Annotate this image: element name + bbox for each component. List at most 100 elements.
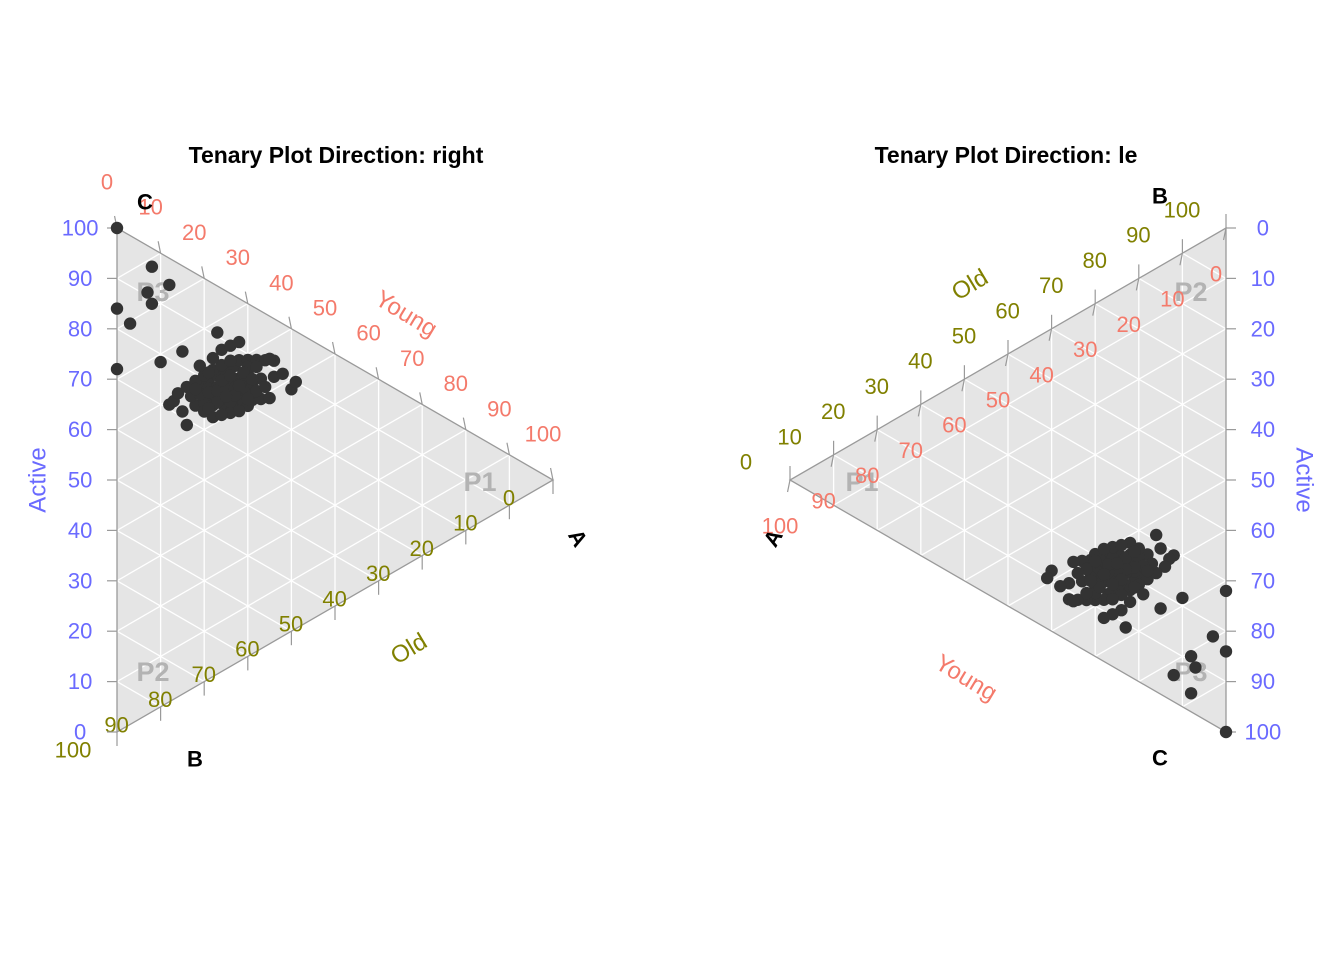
data-point xyxy=(1123,595,1137,609)
data-point xyxy=(171,387,185,400)
active-tick-label: 70 xyxy=(68,367,92,392)
chart-title: Tenary Plot Direction: right xyxy=(189,142,484,168)
grid-line xyxy=(116,681,161,708)
data-point xyxy=(123,317,137,330)
data-point xyxy=(1097,568,1111,581)
data-point xyxy=(250,360,263,374)
young-tick xyxy=(961,379,965,392)
young-tick-label: 0 xyxy=(1210,262,1222,287)
grid-line xyxy=(116,303,249,380)
old-tick-label: 90 xyxy=(1126,223,1150,248)
grid-line xyxy=(116,529,292,632)
data-point xyxy=(241,392,254,406)
young-tick-label: 70 xyxy=(400,346,424,371)
ternary-plot-2: Tenary Plot Direction: leP1P2P3010203040… xyxy=(740,142,1318,771)
young-tick xyxy=(157,241,162,254)
young-tick-label: 80 xyxy=(444,371,468,396)
young-tick xyxy=(1092,303,1096,316)
grid-line xyxy=(116,630,205,683)
vertex-label-b: B xyxy=(187,747,203,772)
young-tick-label: 40 xyxy=(1029,362,1053,387)
data-point xyxy=(1128,581,1141,594)
data-point xyxy=(1137,588,1150,601)
young-tick xyxy=(1179,253,1183,266)
data-point xyxy=(1189,661,1202,674)
data-point xyxy=(237,366,250,379)
active-tick-label: 40 xyxy=(1251,417,1275,442)
old-tick-label: 100 xyxy=(55,738,92,763)
old-tick-label: 0 xyxy=(740,450,752,475)
data-point xyxy=(1184,687,1198,700)
data-point xyxy=(263,391,276,405)
young-tick xyxy=(331,341,336,355)
active-tick-label: 50 xyxy=(68,468,92,493)
data-point xyxy=(141,286,154,299)
data-point xyxy=(110,362,124,376)
young-tick-label: 70 xyxy=(899,438,923,463)
young-tick-label: 50 xyxy=(313,296,337,321)
data-point xyxy=(232,335,246,349)
active-tick-label: 80 xyxy=(68,316,92,341)
young-tick xyxy=(1004,353,1009,367)
active-tick-label: 0 xyxy=(74,720,86,745)
active-tick-label: 50 xyxy=(1251,468,1275,493)
grid-line xyxy=(116,479,336,607)
data-point xyxy=(1067,595,1080,608)
active-tick-label: 30 xyxy=(1251,367,1275,392)
data-point xyxy=(1067,555,1080,569)
data-point xyxy=(1084,574,1098,588)
data-point xyxy=(1080,586,1093,600)
active-tick-label: 60 xyxy=(68,417,92,442)
active-tick-label: 10 xyxy=(68,669,92,694)
region-label-p1: P1 xyxy=(845,467,878,497)
data-point xyxy=(224,354,237,367)
young-tick xyxy=(244,291,249,304)
grid-line xyxy=(1094,303,1227,380)
data-point xyxy=(189,382,202,396)
vertex-label-c: C xyxy=(137,190,153,215)
data-point xyxy=(276,367,289,380)
data-point xyxy=(1219,725,1233,739)
active-tick-label: 60 xyxy=(1251,518,1275,543)
vertex-label-c: C xyxy=(1152,746,1168,771)
data-point xyxy=(1071,566,1085,580)
data-point xyxy=(263,352,276,365)
data-point xyxy=(1054,580,1067,593)
young-tick xyxy=(506,442,510,455)
active-tick-label: 100 xyxy=(1245,720,1282,745)
data-point xyxy=(180,418,193,432)
young-tick-label: 60 xyxy=(356,321,380,346)
old-tick-label: 0 xyxy=(503,486,515,511)
data-point xyxy=(1167,668,1180,682)
data-point xyxy=(1154,542,1167,555)
young-axis-label: Young xyxy=(930,649,1002,707)
active-tick-label: 100 xyxy=(62,216,99,241)
chart-title: Tenary Plot Direction: le xyxy=(875,142,1138,168)
young-tick xyxy=(1048,328,1053,341)
data-point xyxy=(110,302,124,315)
old-tick-label: 50 xyxy=(952,324,976,349)
old-tick-label: 60 xyxy=(995,298,1019,323)
active-axis-label: Active xyxy=(1291,447,1318,512)
data-point xyxy=(1219,645,1233,658)
data-point xyxy=(289,375,302,389)
old-tick-label: 80 xyxy=(1083,248,1107,273)
data-point xyxy=(1119,621,1132,634)
young-tick xyxy=(874,429,878,442)
grid-line xyxy=(116,277,510,506)
grid-line xyxy=(833,277,1227,506)
active-tick-label: 20 xyxy=(68,619,92,644)
old-axis-label: Old xyxy=(947,264,993,306)
active-tick-label: 80 xyxy=(1251,619,1275,644)
data-point xyxy=(1128,545,1141,558)
young-tick-label: 30 xyxy=(226,245,250,270)
young-tick-label: 30 xyxy=(1073,337,1097,362)
data-point xyxy=(176,345,189,358)
active-tick-label: 10 xyxy=(1251,266,1275,291)
young-tick xyxy=(786,479,791,493)
data-point xyxy=(1176,591,1189,605)
point-group xyxy=(110,221,302,432)
active-tick-label: 90 xyxy=(68,266,92,291)
active-tick-label: 0 xyxy=(1257,216,1269,241)
